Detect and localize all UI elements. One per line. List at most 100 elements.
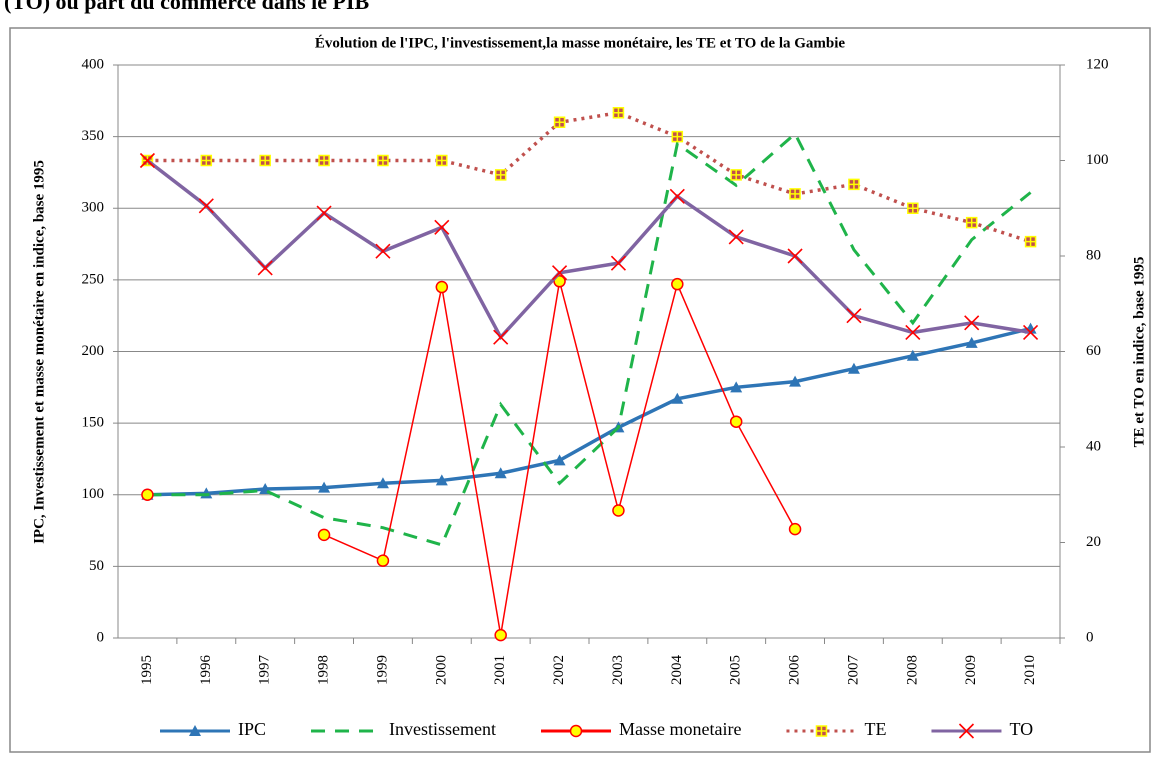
marker: [377, 154, 389, 167]
marker: [612, 504, 625, 517]
marker: [847, 362, 860, 374]
marker: [789, 188, 801, 200]
legend-label: TO: [1009, 719, 1033, 739]
marker: [788, 522, 802, 536]
marker: [436, 154, 448, 167]
marker: [316, 205, 332, 221]
legend-item: TE: [786, 719, 886, 739]
y-tick-label: 50: [89, 558, 104, 574]
x-tick-label: 2010: [1022, 655, 1038, 685]
marker: [671, 392, 684, 404]
marker: [787, 248, 803, 264]
legend-label: Masse monetaire: [619, 719, 741, 739]
marker: [729, 415, 743, 428]
marker: [435, 280, 449, 294]
marker: [965, 336, 978, 348]
x-tick-label: 2003: [610, 655, 626, 685]
x-tick-label: 2001: [492, 655, 508, 685]
y-tick-label: 300: [82, 200, 105, 216]
legend-label: IPC: [238, 719, 266, 739]
series-line: [146, 159, 1031, 341]
marker: [139, 152, 156, 169]
marker: [257, 260, 273, 276]
marker: [189, 725, 201, 736]
y-axis-label: IPC, Investissement et masse monétaire e…: [31, 160, 47, 544]
chart-title: Évolution de l'IPC, l'investissement,la …: [315, 34, 845, 51]
legend-label: Investissement: [389, 719, 496, 739]
marker: [494, 467, 507, 479]
y-tick-label: 400: [82, 56, 105, 72]
y2-tick-label: 100: [1086, 152, 1109, 168]
y2-tick-label: 0: [1086, 629, 1094, 645]
marker: [259, 154, 271, 167]
marker: [1022, 324, 1039, 340]
marker: [728, 229, 744, 245]
y2-tick-label: 20: [1086, 534, 1101, 550]
y-tick-label: 100: [82, 486, 105, 502]
x-tick-label: 2006: [787, 655, 803, 686]
y2-tick-label: 80: [1086, 247, 1101, 263]
series-line: [147, 110, 1032, 244]
marker: [551, 265, 568, 281]
marker: [612, 107, 625, 119]
legend-item: Masse monetaire: [541, 719, 741, 739]
series-line: [147, 326, 1031, 497]
legend-item: TO: [931, 719, 1033, 739]
x-tick-label: 1995: [139, 655, 155, 685]
marker: [610, 255, 627, 271]
chart-frame: [9, 27, 1151, 753]
marker: [376, 477, 389, 489]
y-tick-label: 200: [82, 343, 105, 359]
x-tick-label: 2004: [669, 655, 685, 686]
marker: [848, 178, 860, 191]
x-tick-label: 1998: [316, 655, 332, 685]
x-tick-label: 2009: [963, 655, 979, 685]
y-tick-label: 250: [82, 271, 105, 287]
marker: [553, 116, 566, 129]
marker: [434, 219, 450, 235]
marker: [789, 375, 802, 387]
marker: [958, 723, 975, 739]
legend-item: Investissement: [311, 719, 496, 739]
x-tick-label: 2002: [551, 655, 567, 685]
marker: [376, 554, 390, 567]
marker: [730, 381, 743, 393]
marker: [846, 308, 862, 324]
marker: [435, 474, 448, 486]
marker: [964, 315, 980, 331]
y2-tick-label: 120: [1086, 56, 1109, 72]
marker: [905, 324, 921, 340]
marker: [671, 277, 684, 291]
marker: [494, 169, 507, 181]
marker: [669, 188, 685, 204]
marker: [198, 198, 214, 214]
marker: [569, 724, 583, 738]
legend-item: IPC: [160, 719, 266, 739]
page-header: (TO) ou part du commerce dans le PIB: [4, 0, 370, 14]
x-tick-label: 2005: [728, 655, 744, 685]
y-tick-label: 150: [82, 415, 105, 431]
marker: [318, 481, 331, 493]
x-tick-label: 1997: [257, 655, 273, 686]
marker: [907, 202, 919, 214]
y-tick-label: 0: [97, 629, 105, 645]
marker: [730, 169, 742, 181]
legend-label: TE: [864, 719, 886, 739]
marker: [318, 154, 330, 167]
x-tick-label: 1996: [198, 655, 214, 686]
y-tick-label: 350: [82, 128, 105, 144]
y2-tick-label: 40: [1086, 438, 1101, 454]
x-tick-label: 2007: [845, 655, 861, 686]
marker: [494, 628, 507, 642]
marker: [1024, 235, 1037, 248]
marker: [141, 488, 154, 501]
marker: [553, 454, 566, 466]
marker: [375, 243, 391, 259]
marker: [200, 154, 213, 167]
marker: [671, 130, 684, 143]
series-line: [147, 131, 1032, 547]
y2-tick-label: 60: [1086, 343, 1101, 359]
x-tick-label: 2008: [904, 655, 920, 685]
x-tick-label: 2000: [433, 655, 449, 685]
